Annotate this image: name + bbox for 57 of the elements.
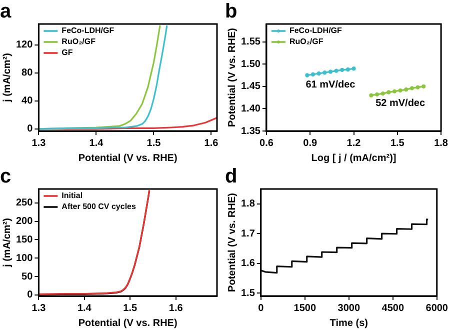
y-tick-label: 0 <box>27 124 34 135</box>
chart-title: b <box>225 0 238 23</box>
legend-label: RuO₂/GF <box>62 37 96 46</box>
y-tick-label: 1.40 <box>240 103 261 114</box>
x-tick-label: 1.4 <box>89 138 104 149</box>
y-tick-label: 150 <box>16 234 34 246</box>
y-tick-label: 80 <box>22 68 34 79</box>
y-tick-label: 250 <box>16 198 34 209</box>
x-axis-title: Log [ j / (mA/cm²)] <box>311 152 396 164</box>
chart-title: d <box>225 166 238 188</box>
annotation: 52 mV/dec <box>376 98 426 110</box>
y-tick-label: 1.8 <box>240 198 256 210</box>
y-tick-label: 1.6 <box>240 258 256 270</box>
y-tick-label: 200 <box>16 216 34 228</box>
x-tick-label: 1.3 <box>32 138 46 149</box>
x-tick-label: 4500 <box>382 302 404 314</box>
legend-label: FeCo-LDH/GF <box>62 26 114 36</box>
x-axis-title: Potential (V vs. RHE) <box>78 318 178 329</box>
legend-label: GF <box>62 48 73 58</box>
y-tick-label: 1.45 <box>240 81 261 92</box>
y-tick-label: 120 <box>16 40 34 51</box>
chart-title: a <box>0 0 12 23</box>
y-tick-label: 50 <box>22 271 34 282</box>
y-tick-label: 1.55 <box>240 36 261 48</box>
y-axis-title: Potential (V vs. RHE) <box>226 193 238 292</box>
legend-label: RuO₂/GF <box>289 37 324 46</box>
legend-label: After 500 CV cycles <box>62 202 136 212</box>
legend-label: FeCo-LDH/GF <box>289 26 342 36</box>
y-tick-label: 1.50 <box>240 58 261 70</box>
x-tick-label: 1.5 <box>390 138 405 149</box>
x-tick-label: 1.8 <box>434 138 448 149</box>
y-axis-title: Potential (V vs. RHE) <box>226 28 238 127</box>
legend-label: Initial <box>62 191 83 200</box>
y-tick-label: 1.35 <box>240 126 261 137</box>
x-tick-label: 1500 <box>294 302 316 314</box>
x-tick-label: 1.2 <box>346 138 362 149</box>
chart-title: c <box>0 166 12 188</box>
x-tick-label: 0.6 <box>260 138 274 149</box>
x-tick-label: 0.9 <box>303 138 318 149</box>
x-tick-label: 1.6 <box>204 138 219 149</box>
y-tick-label: 1.5 <box>240 288 256 299</box>
x-tick-label: 1.6 <box>168 302 184 314</box>
y-axis-title: j (mA/cm²) <box>2 53 13 103</box>
x-tick-label: 1.3 <box>32 302 46 314</box>
y-axis-title: j (mA/cm²) <box>2 218 13 268</box>
x-axis-title: Time (s) <box>330 318 368 329</box>
x-axis-title: Potential (V vs. RHE) <box>78 152 178 164</box>
y-tick-label: 1.7 <box>240 228 256 240</box>
x-tick-label: 1.5 <box>146 138 162 149</box>
x-tick-label: 1.5 <box>123 302 138 314</box>
x-tick-label: 3000 <box>338 302 360 314</box>
x-tick-label: 1.4 <box>77 302 92 314</box>
x-tick-label: 6000 <box>426 302 448 314</box>
y-tick-label: 40 <box>22 96 34 107</box>
annotation: 61 mV/dec <box>306 79 356 90</box>
y-tick-label: 100 <box>16 252 34 264</box>
y-tick-label: 0 <box>27 290 34 301</box>
